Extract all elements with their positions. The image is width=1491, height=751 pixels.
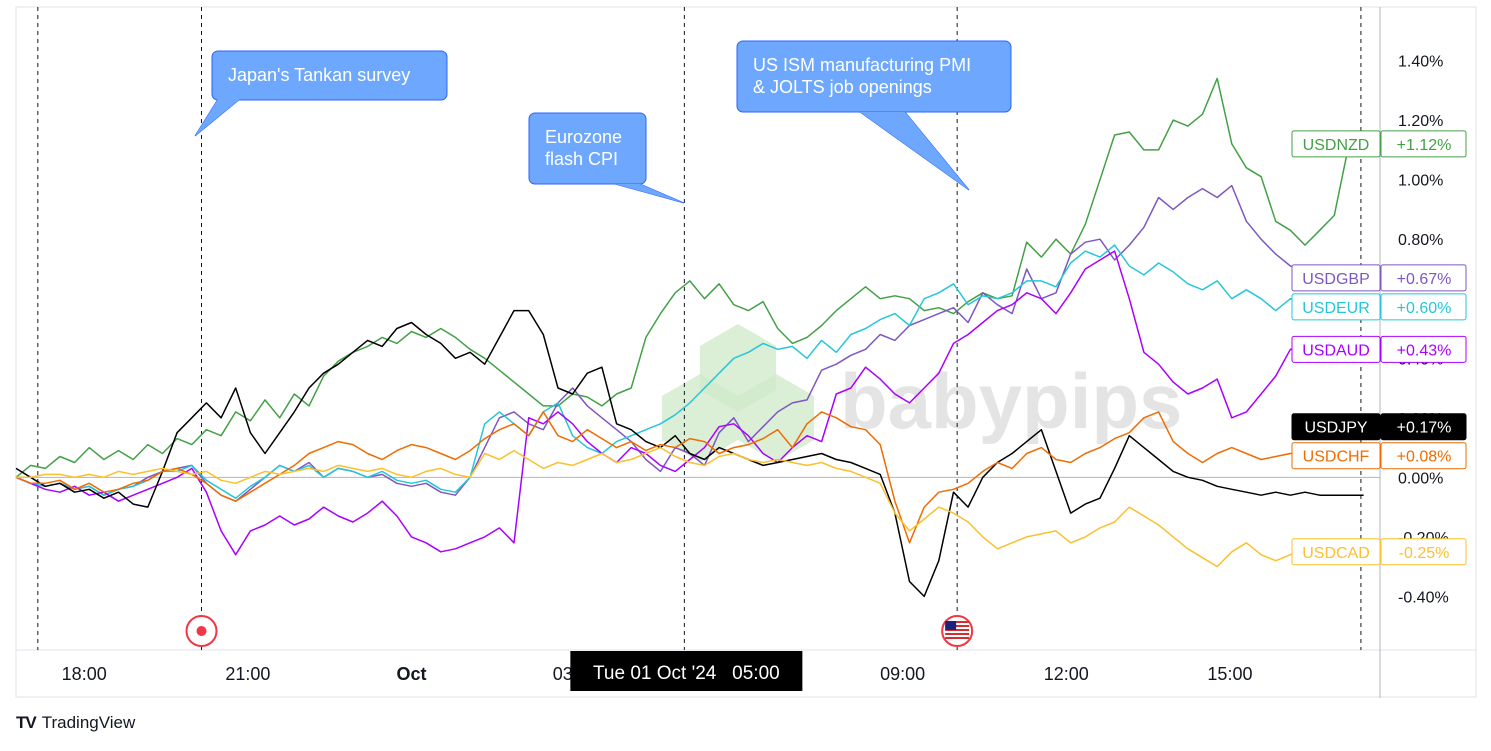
watermark-cube	[661, 374, 739, 462]
series-value-badge	[1380, 442, 1467, 470]
series-value-label: +1.12%	[1397, 137, 1452, 154]
callout-text: flash CPI	[545, 149, 618, 169]
y-tick-label: 0.00%	[1398, 470, 1443, 487]
us-flag-stripe	[945, 625, 970, 627]
y-tick-label: 1.20%	[1398, 113, 1443, 130]
x-tick-label: 12:00	[1044, 664, 1089, 684]
y-tick-label: 1.40%	[1398, 54, 1443, 71]
series-name-badge[interactable]	[1291, 442, 1381, 470]
callout-box[interactable]	[528, 112, 647, 185]
tradingview-branding[interactable]: TV TradingView	[16, 713, 135, 733]
series-value-badge	[1380, 538, 1467, 566]
series-value-badge	[1380, 293, 1467, 321]
callout-pointer-fill	[615, 184, 684, 203]
y-tick-label: 0.80%	[1398, 232, 1443, 249]
series-name-badge[interactable]	[1291, 130, 1381, 158]
series-name-badge[interactable]	[1291, 538, 1381, 566]
callout-text: & JOLTS job openings	[753, 77, 932, 97]
series-value-badge	[1380, 335, 1467, 363]
tradingview-name: TradingView	[41, 713, 136, 732]
series-value-badge	[1380, 413, 1467, 441]
x-tick-label: 09:00	[880, 664, 925, 684]
callout-box[interactable]	[211, 50, 448, 101]
callout-text: US ISM manufacturing PMI	[753, 55, 971, 75]
watermark-text: babypips	[840, 357, 1182, 445]
series-name-label: USDNZD	[1303, 137, 1370, 154]
series-line-usdcad	[16, 446, 1364, 568]
series-line-usdnzd	[15, 77, 1364, 478]
series-name-badge[interactable]	[1291, 293, 1381, 321]
series-line-usdchf	[15, 411, 1364, 544]
series-value-label: +0.43%	[1397, 342, 1452, 359]
series-value-badge	[1380, 264, 1467, 292]
series-name-label: USDEUR	[1302, 300, 1370, 317]
callout-text: Eurozone	[545, 127, 622, 147]
series-value-label: +0.17%	[1397, 420, 1452, 437]
callout-pointer-fill	[860, 112, 969, 190]
us-flag-stripe	[945, 633, 970, 635]
series-name-label: USDJPY	[1304, 420, 1367, 437]
us-flag-canton	[945, 621, 957, 630]
us-flag-stripe	[945, 629, 970, 631]
tradingview-logo-icon: TV	[16, 713, 37, 732]
series-name-badge[interactable]	[1291, 413, 1381, 441]
series-value-label: +0.08%	[1397, 449, 1452, 466]
callout-pointer-fill	[195, 99, 240, 136]
crosshair-time-badge	[570, 651, 803, 691]
series-line-usdjpy	[15, 309, 1364, 598]
series-value-label: +0.60%	[1397, 300, 1452, 317]
series-line-usdaud	[15, 250, 1364, 556]
us-flag-stripe	[945, 621, 970, 623]
x-tick-label: 21:00	[225, 664, 270, 684]
series-name-badge[interactable]	[1291, 264, 1381, 292]
y-tick-label: -0.40%	[1398, 589, 1449, 606]
crosshair-time-label: Tue 01 Oct '24 05:00	[593, 663, 780, 684]
series-name-label: USDAUD	[1302, 342, 1370, 359]
y-tick-label: 1.00%	[1398, 173, 1443, 190]
callout-text: Japan's Tankan survey	[228, 65, 410, 85]
us-flag-stripe	[945, 637, 970, 639]
series-name-badge[interactable]	[1291, 335, 1381, 363]
series-line-usdeur	[15, 244, 1364, 499]
x-tick-label: 15:00	[1207, 664, 1252, 684]
series-name-label: USDGBP	[1302, 271, 1370, 288]
series-name-label: USDCAD	[1302, 545, 1370, 562]
series-value-badge	[1380, 130, 1467, 158]
series-value-label: -0.25%	[1399, 545, 1450, 562]
x-tick-label: 18:00	[62, 664, 107, 684]
babypips-watermark: babypips	[661, 324, 1182, 462]
series-name-label: USDCHF	[1303, 449, 1370, 466]
x-tick-label: Oct	[397, 664, 427, 684]
watermark-cube	[737, 374, 815, 462]
series-value-label: +0.67%	[1397, 271, 1452, 288]
japan-flag-sun-icon	[196, 626, 207, 636]
